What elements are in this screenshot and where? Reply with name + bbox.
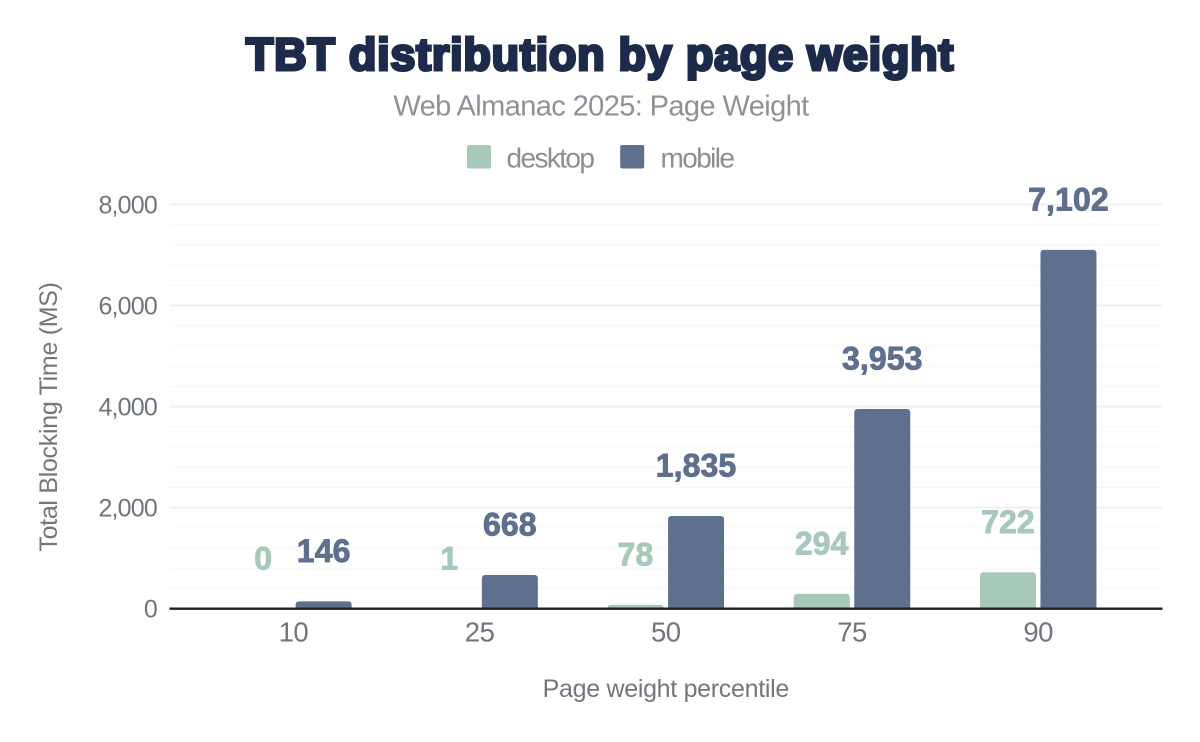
svg-text:Web Almanac 2025: Page Weight: Web Almanac 2025: Page Weight xyxy=(393,90,809,122)
svg-text:1: 1 xyxy=(440,540,458,576)
svg-text:25: 25 xyxy=(465,616,495,647)
svg-text:TBT distribution by page weigh: TBT distribution by page weight xyxy=(246,29,954,80)
svg-text:Page weight percentile: Page weight percentile xyxy=(543,675,789,703)
svg-text:668: 668 xyxy=(483,507,537,543)
svg-text:4,000: 4,000 xyxy=(98,393,157,421)
svg-text:78: 78 xyxy=(618,536,654,572)
svg-text:50: 50 xyxy=(651,616,681,647)
svg-text:mobile: mobile xyxy=(661,143,735,174)
svg-text:0: 0 xyxy=(144,596,157,624)
svg-text:8,000: 8,000 xyxy=(98,191,157,219)
svg-text:75: 75 xyxy=(837,616,867,647)
svg-text:7,102: 7,102 xyxy=(1028,182,1109,218)
svg-text:146: 146 xyxy=(297,533,351,569)
svg-text:Total Blocking Time (MS): Total Blocking Time (MS) xyxy=(35,282,63,551)
svg-text:6,000: 6,000 xyxy=(98,292,157,320)
svg-text:0: 0 xyxy=(254,540,272,576)
svg-text:10: 10 xyxy=(279,616,309,647)
svg-text:1,835: 1,835 xyxy=(656,448,737,484)
svg-text:722: 722 xyxy=(981,504,1035,540)
svg-text:294: 294 xyxy=(795,526,849,562)
svg-text:90: 90 xyxy=(1023,616,1053,647)
svg-text:3,953: 3,953 xyxy=(842,341,923,377)
svg-text:desktop: desktop xyxy=(507,143,595,174)
svg-text:2,000: 2,000 xyxy=(98,494,157,522)
